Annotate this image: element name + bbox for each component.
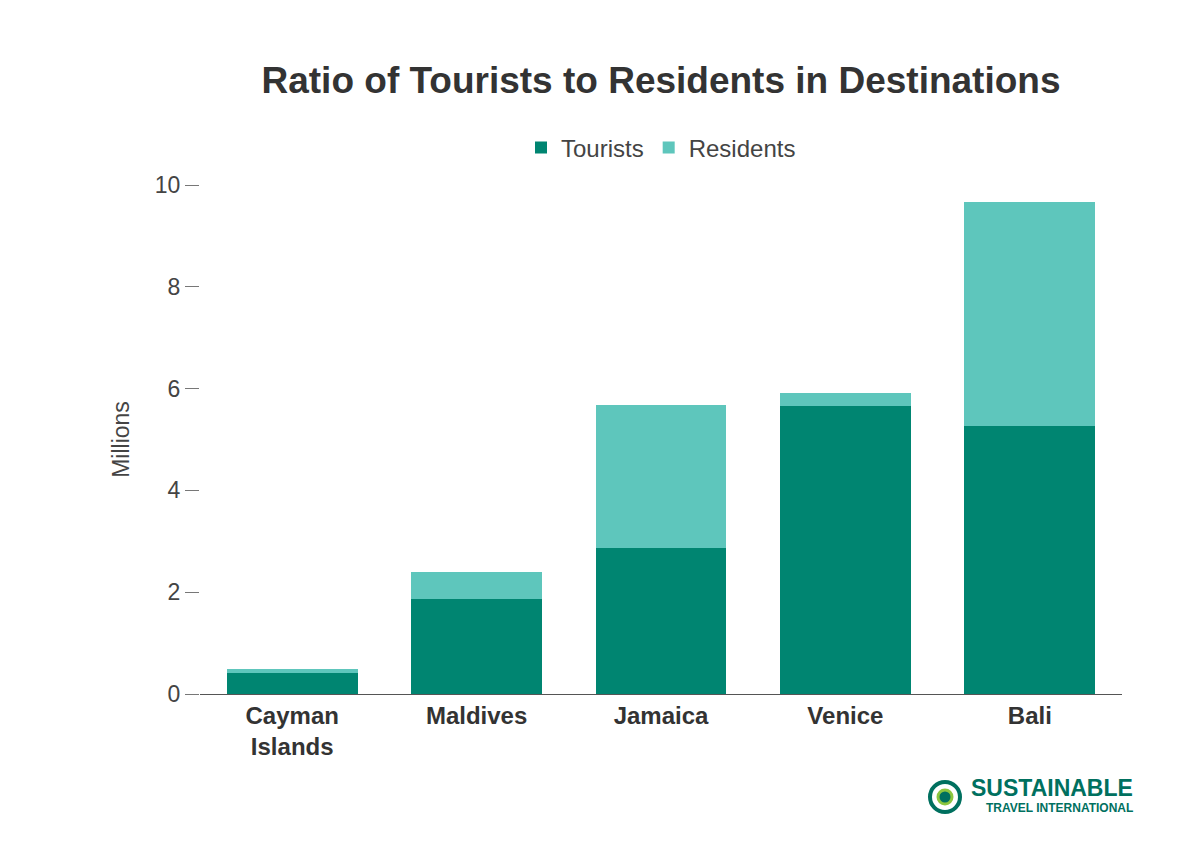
svg-text:Millions: Millions bbox=[108, 401, 134, 478]
svg-text:10: 10 bbox=[155, 172, 181, 198]
svg-text:Ratio of Tourists to Residents: Ratio of Tourists to Residents in Destin… bbox=[262, 60, 1061, 101]
svg-text:Residents: Residents bbox=[689, 135, 796, 162]
svg-text:8: 8 bbox=[168, 274, 181, 300]
svg-text:Jamaica: Jamaica bbox=[614, 702, 709, 729]
svg-text:2: 2 bbox=[168, 579, 181, 605]
svg-text:SUSTAINABLE: SUSTAINABLE bbox=[971, 775, 1133, 801]
svg-text:0: 0 bbox=[168, 681, 181, 707]
svg-text:Tourists: Tourists bbox=[561, 135, 644, 162]
svg-text:Bali: Bali bbox=[1008, 702, 1052, 729]
svg-text:CaymanIslands: CaymanIslands bbox=[246, 702, 339, 760]
svg-text:TRAVEL INTERNATIONAL: TRAVEL INTERNATIONAL bbox=[986, 801, 1133, 815]
svg-text:6: 6 bbox=[168, 376, 181, 402]
svg-text:Maldives: Maldives bbox=[426, 702, 527, 729]
svg-text:4: 4 bbox=[168, 477, 181, 503]
svg-text:Venice: Venice bbox=[807, 702, 883, 729]
